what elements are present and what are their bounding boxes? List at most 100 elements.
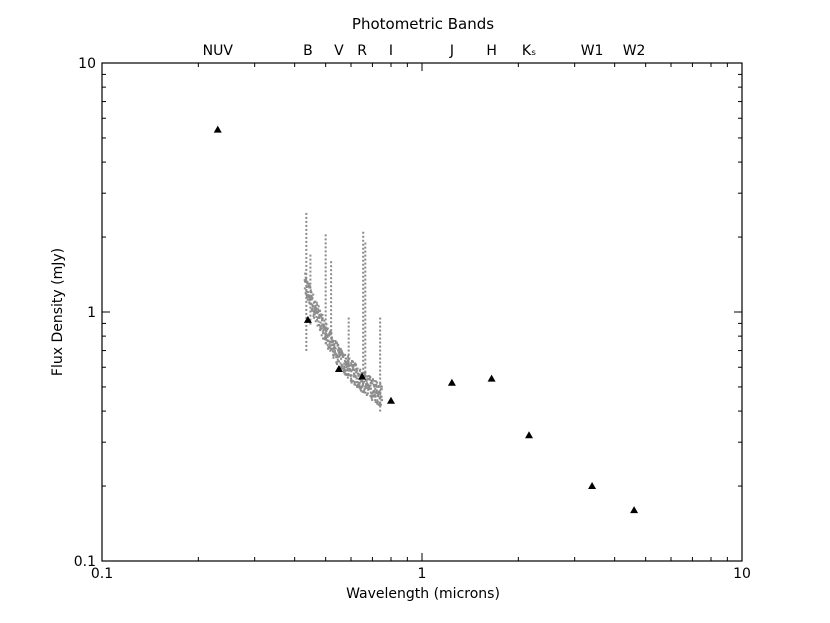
spectrum-point xyxy=(379,361,382,364)
spectrum-point xyxy=(364,246,367,249)
spectrum-point xyxy=(347,345,350,348)
spectrum-point xyxy=(330,325,333,328)
spectrum-point xyxy=(322,337,325,340)
spectrum-point xyxy=(325,336,328,339)
spectrum-point xyxy=(364,274,367,277)
spectrum-point xyxy=(311,309,314,312)
spectrum-point xyxy=(343,360,346,363)
spectrum-point xyxy=(362,235,365,238)
spectrum-point xyxy=(364,366,367,369)
spectrum-point xyxy=(309,270,312,273)
spectrum-point xyxy=(323,338,326,341)
spectrum-point xyxy=(371,398,374,401)
spectrum-point xyxy=(364,282,367,285)
spectrum-point xyxy=(362,275,365,278)
spectrum-point xyxy=(324,338,327,341)
spectrum-point xyxy=(320,327,323,330)
spectrum-point xyxy=(377,385,380,388)
spectrum-point xyxy=(375,385,378,388)
spectrum-point xyxy=(378,390,381,393)
spectrum-point xyxy=(374,401,377,404)
spectrum-point xyxy=(317,320,320,323)
spectrum-point xyxy=(374,380,377,383)
spectrum-point xyxy=(305,212,308,215)
spectrum-point xyxy=(364,346,367,349)
spectrum-point xyxy=(309,285,312,288)
spectrum-point xyxy=(330,301,333,304)
spectrum-point xyxy=(305,324,308,327)
spectrum-point xyxy=(362,351,365,354)
spectrum-point xyxy=(364,290,367,293)
spectrum-point xyxy=(351,360,354,363)
spectrum-point xyxy=(373,393,376,396)
spectrum-point xyxy=(350,374,353,377)
spectrum-point xyxy=(330,305,333,308)
band-labels: NUV B V R I J H Kₛ W1 W2 xyxy=(203,43,646,59)
spectrum-point xyxy=(337,343,340,346)
spectrum-point xyxy=(350,362,353,365)
spectrum-point xyxy=(305,340,308,343)
spectrum-point xyxy=(368,387,371,390)
spectrum-point xyxy=(362,259,365,262)
spectrum-point xyxy=(315,307,318,310)
spectrum-point xyxy=(309,318,312,321)
spectrum-point xyxy=(324,270,327,273)
spectrum-point xyxy=(327,339,330,342)
spectrum-point xyxy=(311,297,314,300)
spectrum-point xyxy=(319,309,322,312)
spectrum-point xyxy=(309,289,312,292)
spectrum-point xyxy=(359,368,362,371)
spectrum-point xyxy=(330,309,333,312)
spectrum-point xyxy=(332,354,335,357)
spectrum-point xyxy=(330,321,333,324)
spectrum-point xyxy=(341,363,344,366)
spectrum-point xyxy=(361,384,364,387)
spectrum-point xyxy=(379,337,382,340)
band-label: W1 xyxy=(581,43,604,59)
spectrum-point xyxy=(375,392,378,395)
spectrum-point xyxy=(309,306,312,309)
spectrum-point xyxy=(354,362,357,365)
spectrum-point xyxy=(328,340,331,343)
spectrum-point xyxy=(347,321,350,324)
spectrum-point xyxy=(330,331,333,334)
spectrum-point xyxy=(362,279,365,282)
spectrum-point xyxy=(314,300,317,303)
spectrum-point xyxy=(364,258,367,261)
spectrum-point xyxy=(379,389,382,392)
spectrum-point xyxy=(379,403,382,406)
spectrum-point xyxy=(305,296,308,299)
spectrum-point xyxy=(323,325,326,328)
spectrum-point xyxy=(379,409,382,412)
spectrum-point xyxy=(362,295,365,298)
spectrum-point xyxy=(311,307,314,310)
spectrum-point xyxy=(376,381,379,384)
spectrum-point xyxy=(360,372,363,375)
spectrum-point xyxy=(379,341,382,344)
spectrum-point xyxy=(381,399,384,402)
spectrum-point xyxy=(313,311,316,314)
spectrum-point xyxy=(315,310,318,313)
spectrum-point xyxy=(364,250,367,253)
spectrum-point xyxy=(364,342,367,345)
spectrum-point xyxy=(322,326,325,329)
spectrum-point xyxy=(347,355,350,358)
spectrum-point xyxy=(362,343,365,346)
spectrum-point xyxy=(310,291,313,294)
spectrum-point xyxy=(362,239,365,242)
spectrum-point xyxy=(336,360,339,363)
spectrum-point xyxy=(362,331,365,334)
spectrum-point xyxy=(356,377,359,380)
spectrum-point xyxy=(353,369,356,372)
spectrum-point xyxy=(351,364,354,367)
spectrum-point xyxy=(305,332,308,335)
spectrum-point xyxy=(324,242,327,245)
spectrum-point xyxy=(305,220,308,223)
spectrum-point xyxy=(371,379,374,382)
spectrum-point xyxy=(364,310,367,313)
spectrum-point xyxy=(337,355,340,358)
spectrum-point xyxy=(362,339,365,342)
photometry-point xyxy=(213,125,222,133)
spectrum-point xyxy=(305,312,308,315)
